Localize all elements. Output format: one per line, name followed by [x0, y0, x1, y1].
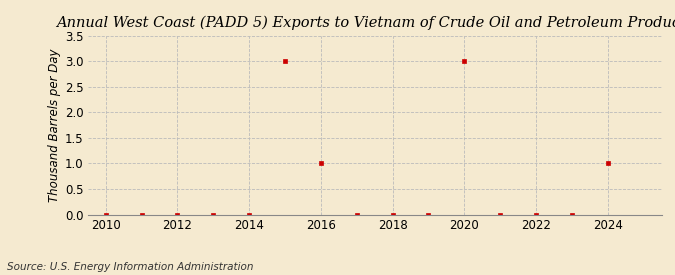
Y-axis label: Thousand Barrels per Day: Thousand Barrels per Day	[48, 48, 61, 202]
Title: Annual West Coast (PADD 5) Exports to Vietnam of Crude Oil and Petroleum Product: Annual West Coast (PADD 5) Exports to Vi…	[56, 16, 675, 31]
Text: Source: U.S. Energy Information Administration: Source: U.S. Energy Information Administ…	[7, 262, 253, 272]
